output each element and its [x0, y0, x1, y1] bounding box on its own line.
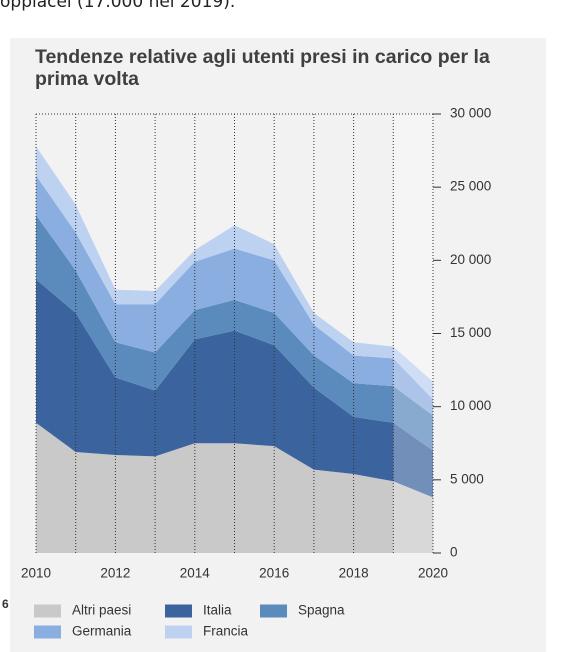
x-tick-label: 2012	[100, 566, 130, 581]
page-marker: 6	[2, 597, 9, 611]
legend-swatch	[165, 604, 192, 618]
legend-swatch	[34, 604, 61, 618]
area	[36, 214, 433, 451]
forecast-shade	[393, 114, 433, 553]
legend-swatch	[34, 625, 61, 639]
x-tick-label: 2018	[339, 566, 369, 581]
area	[36, 422, 433, 553]
x-tick-label: 2016	[259, 566, 289, 581]
legend-label: Italia	[203, 603, 232, 618]
legend-swatch	[165, 625, 192, 639]
area	[36, 146, 433, 400]
top-text: oppiacei (17.000 nel 2019).	[0, 0, 236, 12]
x-tick-label: 2020	[418, 566, 448, 581]
legend-swatch	[260, 604, 287, 618]
y-tick-label: 25 000	[450, 179, 491, 194]
y-tick-label: 30 000	[450, 106, 491, 121]
y-tick-label: 20 000	[450, 252, 491, 267]
legend-label: Germania	[72, 624, 132, 639]
area	[36, 279, 433, 498]
x-tick-label: 2010	[21, 566, 51, 581]
y-tick-label: 0	[450, 545, 458, 560]
legend-label: Altri paesi	[72, 603, 131, 618]
y-tick-label: 10 000	[450, 398, 491, 413]
legend-label: Spagna	[298, 603, 345, 618]
y-tick-label: 15 000	[450, 325, 491, 340]
area	[36, 175, 433, 416]
chart-title: Tendenze relative agli utenti presi in c…	[35, 46, 490, 90]
y-tick-label: 5 000	[450, 471, 484, 486]
legend-label: Francia	[203, 624, 249, 639]
x-tick-label: 2014	[180, 566, 211, 581]
